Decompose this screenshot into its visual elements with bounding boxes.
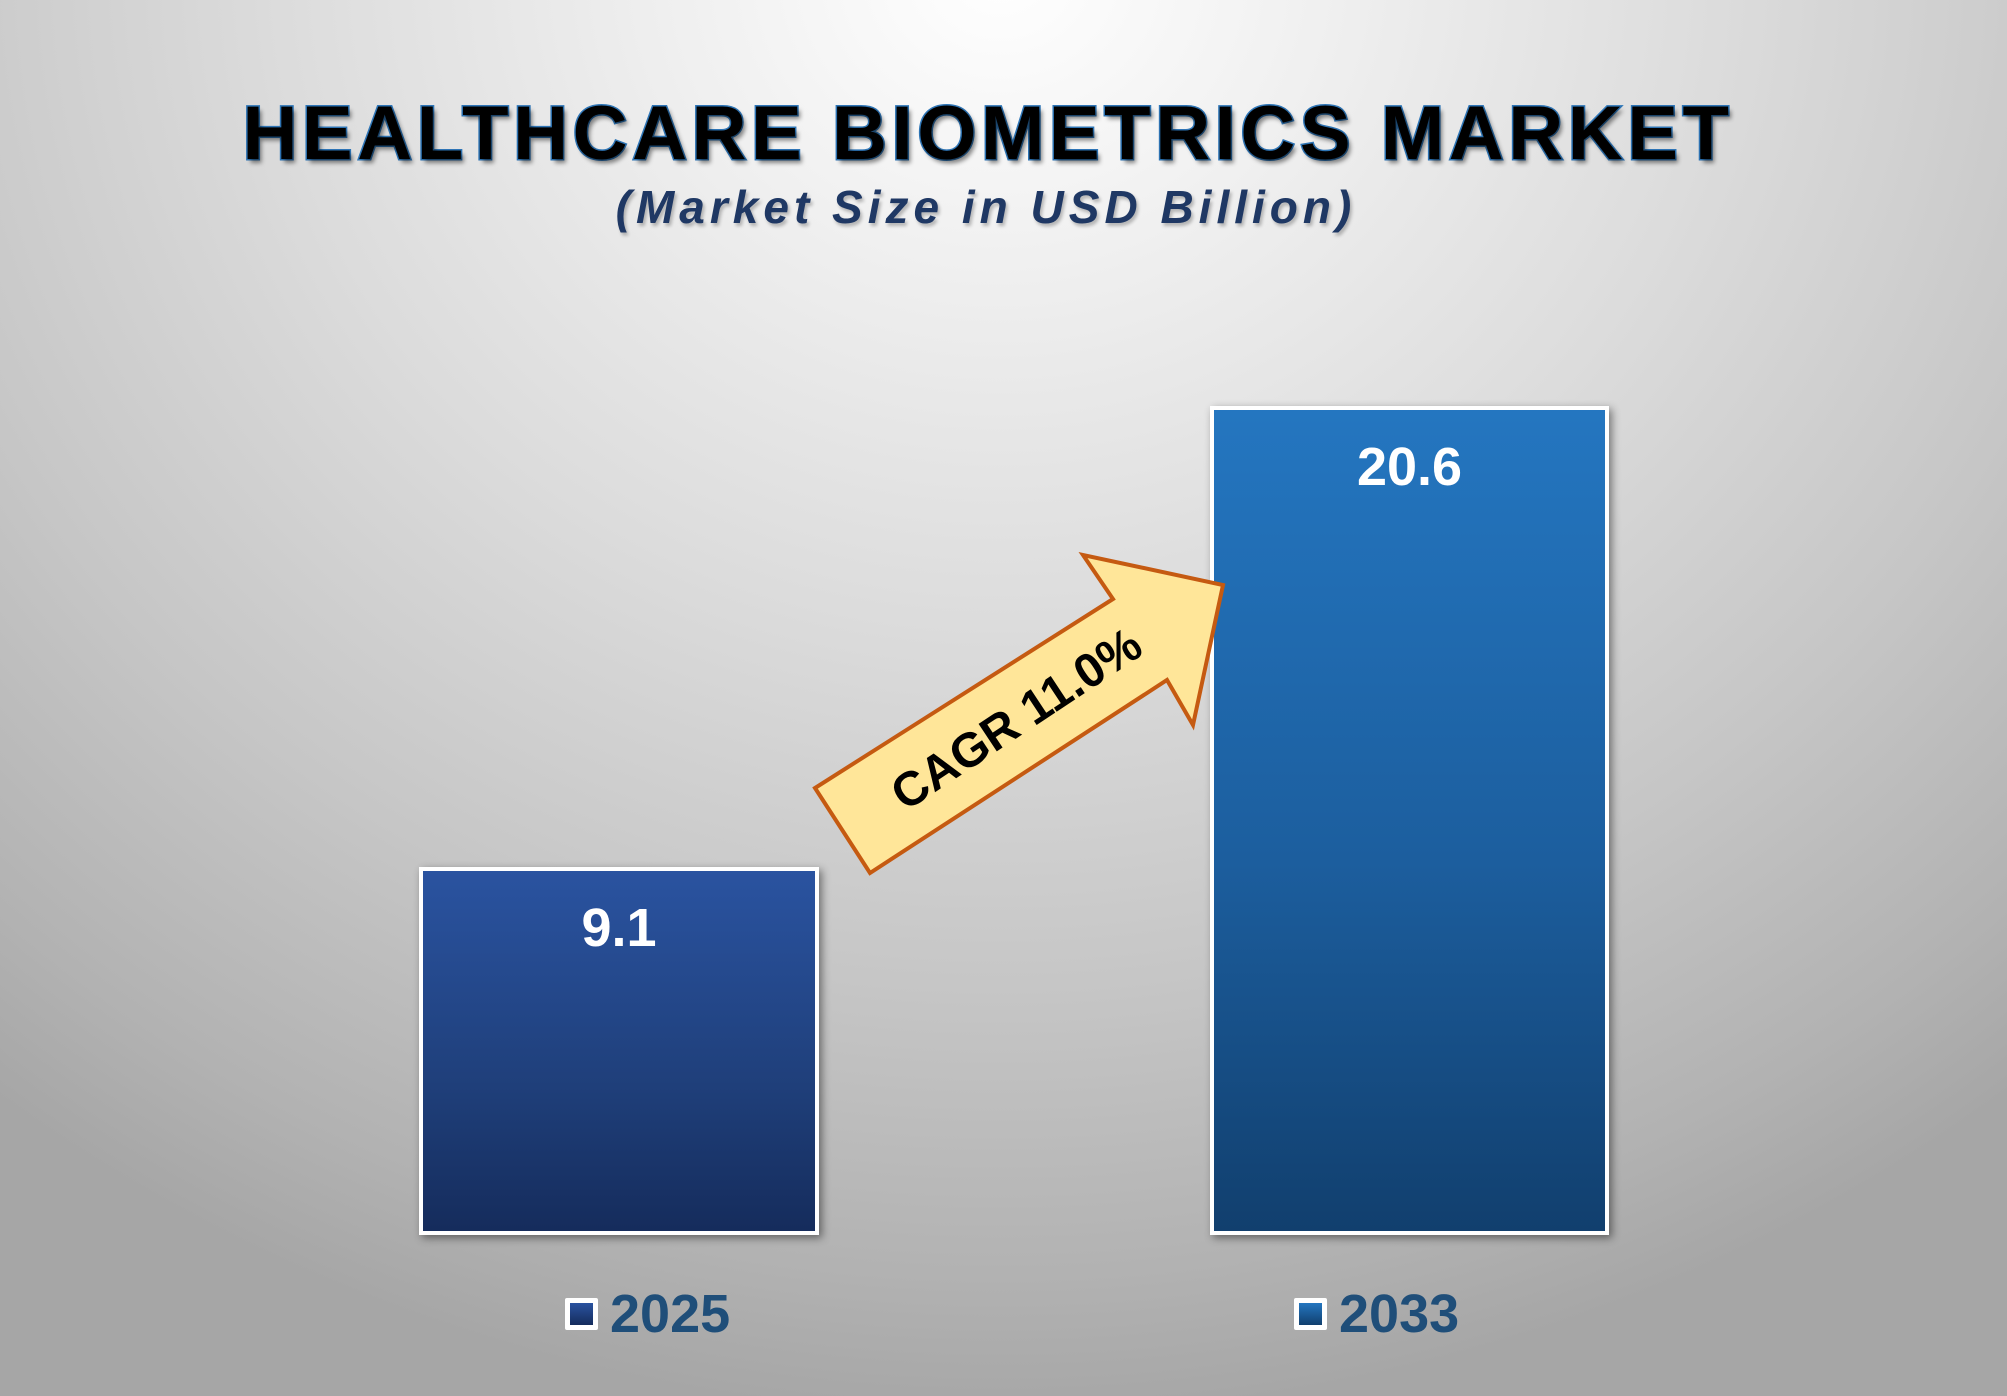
bar-value-label-2025: 9.1 [581,898,657,958]
chart-subtitle: (Market Size in USD Billion) [615,181,1357,233]
chart-title: HEALTHCARE BIOMETRICS MARKET [241,91,1734,176]
legend-item-2025: 2025 [565,1284,731,1344]
legend-swatch-icon [565,1298,598,1330]
legend-item-2033: 2033 [1294,1284,1460,1344]
legend-label-2033: 2033 [1339,1284,1460,1344]
bar-2025: 9.1 [419,867,819,1235]
legend-label-2025: 2025 [610,1284,731,1344]
legend-swatch-icon [1294,1298,1327,1330]
bar-value-label-2033: 20.6 [1356,437,1463,497]
cagr-label: CAGR 11.0% [881,617,1152,822]
bar-2033: 20.6 [1210,406,1609,1235]
